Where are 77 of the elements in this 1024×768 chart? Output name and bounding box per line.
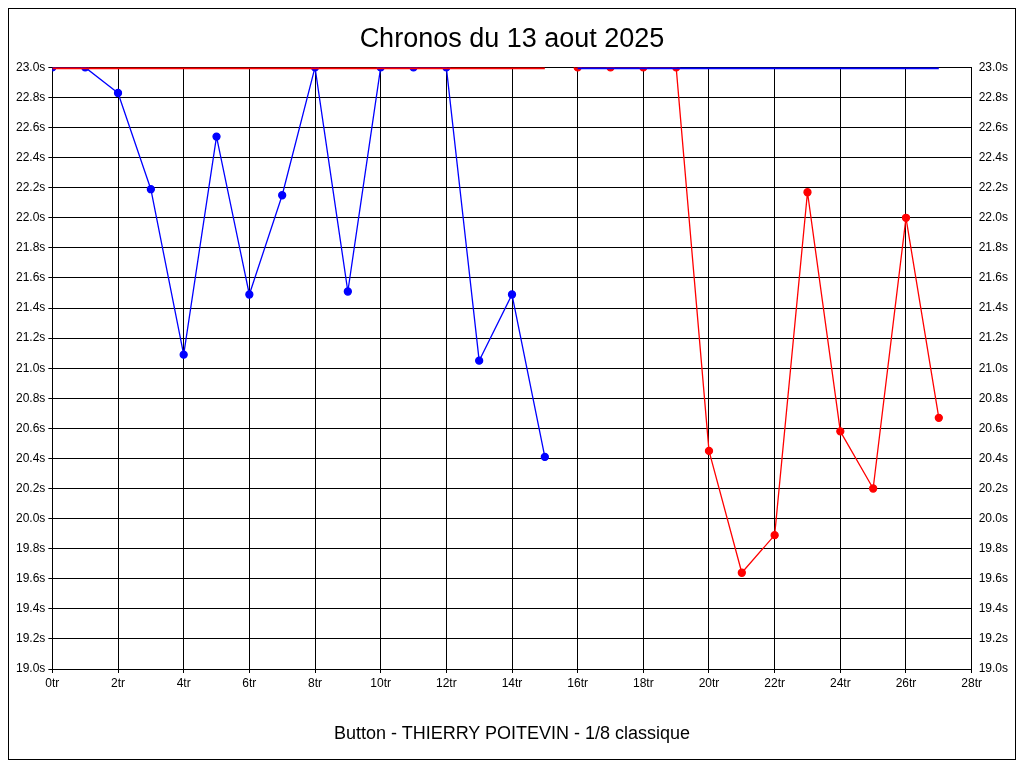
x-tick-label: 18tr (632, 675, 654, 690)
y2-tick-label: 21.6s (978, 270, 1008, 285)
y2-tick-label: 19.0s (978, 661, 1008, 676)
x-tick-label: 20tr (698, 675, 720, 690)
x-tick-label: 16tr (567, 675, 589, 690)
y-tick-label: 19.4s (16, 601, 46, 616)
y-tick-label: 21.2s (16, 330, 46, 345)
y2-tick-label: 19.6s (978, 571, 1008, 586)
y-tick-label: 21.6s (16, 270, 46, 285)
x-tick-label: 10tr (370, 675, 392, 690)
y2-tick-label: 20.4s (978, 450, 1008, 465)
chart-title: Chronos du 13 aout 2025 (359, 22, 665, 53)
y-tick-label: 20.6s (16, 420, 46, 435)
point (770, 530, 779, 540)
y-tick-label: 19.2s (16, 631, 46, 646)
point (869, 484, 878, 493)
y-tick-label: 22.2s (16, 180, 46, 195)
point (212, 132, 221, 141)
y2-tick-label: 22.0s (978, 210, 1008, 225)
y-tick-label: 19.6s (16, 571, 46, 586)
x-tick-label: 0tr (45, 675, 60, 690)
point (343, 287, 352, 296)
point (704, 446, 714, 456)
y2-tick-label: 21.2s (978, 330, 1008, 345)
y-tick-label: 20.2s (16, 480, 46, 495)
point (507, 290, 517, 299)
y-tick-label: 20.4s (16, 450, 46, 465)
y2-tick-label: 21.8s (978, 240, 1008, 255)
y-tick-label: 22.6s (16, 119, 46, 134)
y2-tick-label: 21.4s (978, 300, 1008, 315)
x-tick-label: 4tr (176, 675, 191, 690)
y-tick-label: 22.4s (16, 149, 46, 164)
point (737, 568, 746, 577)
y2-tick-label: 22.6s (978, 119, 1008, 134)
y-tick-label: 21.4s (16, 300, 46, 315)
y-tick-label: 21.0s (16, 360, 46, 375)
point (113, 88, 123, 98)
y-tick-label: 20.0s (16, 510, 46, 525)
y-tick-label: 22.8s (16, 89, 46, 104)
x-axis-title: Button - THIERRY POITEVIN - 1/8 classique (333, 723, 691, 744)
point (836, 427, 845, 436)
point (803, 188, 812, 197)
y-tick-label: 23.0s (16, 59, 46, 74)
y2-tick-label: 20.6s (978, 420, 1008, 435)
x-tick-label: 22tr (764, 675, 785, 690)
y2-tick-label: 22.8s (978, 89, 1008, 104)
x-tick-label: 8tr (308, 675, 323, 690)
x-tick-label: 26tr (895, 675, 917, 690)
y2-tick-label: 23.0s (978, 59, 1008, 74)
y-tick-label: 19.0s (16, 661, 46, 676)
point (540, 452, 549, 462)
x-tick-label: 24tr (829, 675, 851, 690)
point (146, 185, 155, 194)
y-tick-label: 19.8s (16, 540, 46, 555)
y2-tick-label: 19.8s (978, 540, 1008, 555)
y-tick-label: 21.8s (16, 240, 46, 255)
x-tick-label: 28tr (961, 675, 982, 690)
point (934, 413, 943, 422)
x-tick-label: 12tr (435, 675, 457, 690)
x-tick-label: 14tr (501, 675, 523, 690)
y2-tick-label: 19.2s (978, 631, 1008, 646)
y2-tick-label: 21.0s (978, 360, 1008, 375)
x-tick-label: 2tr (111, 675, 126, 690)
y2-tick-label: 22.2s (978, 180, 1008, 195)
y2-tick-label: 20.2s (978, 480, 1008, 495)
y2-tick-label: 20.0s (978, 510, 1008, 525)
y2-tick-label: 22.4s (978, 149, 1008, 164)
point (245, 290, 254, 299)
point (475, 356, 484, 365)
point (179, 350, 188, 359)
y2-tick-label: 19.4s (978, 601, 1008, 616)
point (901, 213, 911, 222)
x-tick-label: 6tr (242, 675, 257, 690)
y-tick-label: 20.8s (16, 390, 46, 405)
point (278, 191, 287, 200)
y2-tick-label: 20.8s (978, 390, 1008, 405)
y-tick-label: 22.0s (16, 210, 46, 225)
